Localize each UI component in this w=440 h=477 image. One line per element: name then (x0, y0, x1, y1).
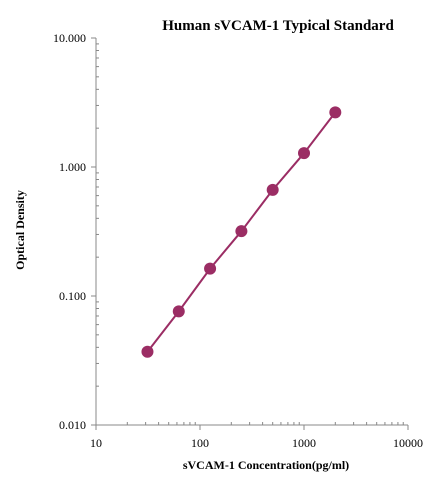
y-axis-label: Optical Density (13, 190, 27, 270)
data-point (204, 262, 217, 275)
data-point (266, 183, 279, 196)
chart-title: Human sVCAM-1 Typical Standard (162, 18, 394, 34)
y-tick-label: 10.000 (53, 31, 86, 45)
x-tick-label: 1000 (292, 436, 316, 450)
x-tick-label: 10000 (393, 436, 423, 450)
data-point (298, 147, 310, 160)
y-tick-label: 0.100 (59, 289, 86, 303)
plot-area: 10.000 1.000 0.100 0.010 10 100 1000 10000 (53, 31, 423, 450)
data-point (235, 225, 248, 238)
data-point (141, 345, 154, 358)
x-tick-label: 100 (191, 436, 209, 450)
x-axis-label: sVCAM-1 Concentration(pg/ml) (183, 458, 349, 472)
y-tick-label: 1.000 (59, 160, 86, 174)
x-tick-label: 10 (90, 436, 102, 450)
data-point (329, 106, 342, 119)
data-point (172, 305, 185, 318)
y-tick-label: 0.010 (59, 418, 86, 432)
